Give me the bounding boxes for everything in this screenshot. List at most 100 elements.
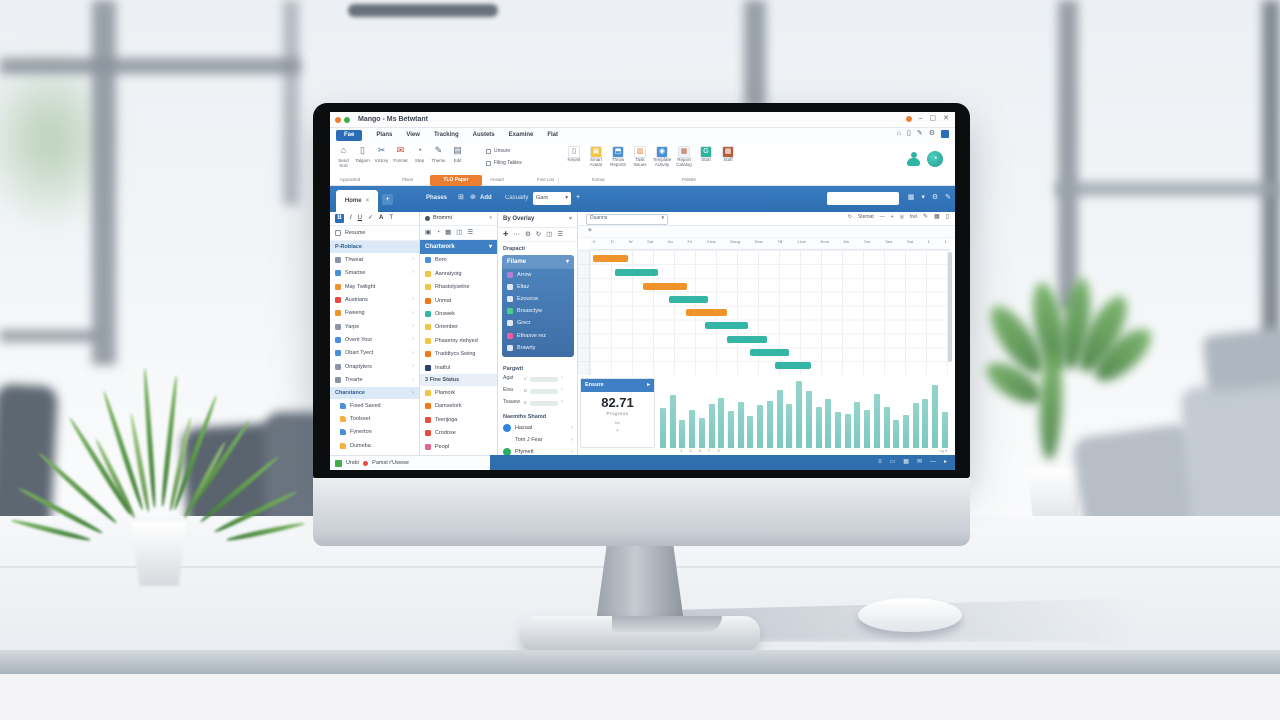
task-item[interactable]: Onswek: [420, 307, 497, 320]
status-item[interactable]: Crodose: [420, 426, 497, 439]
section-header[interactable]: Charstance ›: [330, 386, 419, 399]
checkbox-row[interactable]: Filing Tables: [486, 160, 522, 167]
toolbar-icon[interactable]: ✎: [945, 194, 951, 201]
phase-item[interactable]: Ezourcw: [502, 293, 574, 305]
ribbon-tab[interactable]: Tracking: [433, 132, 459, 139]
histogram-bar[interactable]: [941, 412, 948, 448]
list-tool-icon[interactable]: ◔: [436, 229, 441, 236]
ribbon-command[interactable]: ✉ Format: [391, 145, 410, 169]
phase-item[interactable]: Brawrly: [502, 342, 574, 354]
status-item[interactable]: Plamork: [420, 386, 497, 399]
list-tool-icon[interactable]: ☰: [467, 229, 474, 236]
histogram-bar[interactable]: [708, 404, 715, 448]
histogram-bar[interactable]: [698, 418, 705, 448]
histogram-bar[interactable]: [776, 390, 783, 448]
ribbon-command[interactable]: ▤ Edit: [448, 145, 467, 169]
folder-item[interactable]: Fixed Saved: [330, 399, 419, 412]
status-item[interactable]: Peopl: [420, 440, 497, 453]
phase-item[interactable]: Eltaz: [502, 281, 574, 293]
undo-label[interactable]: Undo: [346, 459, 360, 466]
zoom-out-button[interactable]: —: [879, 213, 885, 220]
gantt-bar[interactable]: [705, 322, 748, 329]
histogram-bar[interactable]: [728, 411, 735, 448]
gantt-bar[interactable]: [686, 309, 727, 316]
ribbon-command[interactable]: ▣ Smart Avatar: [585, 146, 607, 168]
overlay-tool-icon[interactable]: ⋯: [513, 230, 520, 238]
ribbon-command[interactable]: ⬒ Throw Reports: [607, 146, 629, 168]
overlay-tool-icon[interactable]: ✚: [503, 230, 509, 238]
kpi-card-header[interactable]: Ensure ▸: [581, 379, 654, 392]
toolbar-icon[interactable]: ▾: [921, 194, 925, 201]
statusbar-icon[interactable]: ▸: [943, 459, 947, 466]
ribbon-command[interactable]: ▦ Staff: [717, 146, 739, 168]
tree-item[interactable]: Yarpe ›: [330, 320, 419, 333]
phase-item[interactable]: Arrow: [502, 269, 574, 281]
phase-item[interactable]: Grecr: [502, 317, 574, 329]
gantt-tool-icon[interactable]: ▦: [934, 214, 940, 220]
chevron-right-icon[interactable]: ›: [561, 387, 563, 394]
toolbar-icon[interactable]: ⚙: [931, 194, 939, 201]
gantt-tool-icon[interactable]: ▯: [945, 214, 949, 220]
statusbar-icon[interactable]: ▦: [903, 459, 909, 466]
tree-item[interactable]: Smartse ›: [330, 266, 419, 279]
histogram-bar[interactable]: [902, 415, 909, 448]
app-switch-icon[interactable]: [941, 130, 949, 138]
folder-item[interactable]: Toolsset: [330, 412, 419, 425]
histogram-bar[interactable]: [815, 407, 822, 448]
tree-item[interactable]: Obart Tyect ›: [330, 347, 419, 360]
gantt-bar[interactable]: [593, 255, 628, 262]
tree-item[interactable]: Trearte ›: [330, 374, 419, 387]
chevron-right-icon[interactable]: ›: [561, 399, 563, 406]
list-tool-icon[interactable]: ▦: [445, 229, 452, 236]
histogram-bar[interactable]: [883, 407, 890, 448]
new-tab-button[interactable]: +: [382, 194, 393, 205]
person-row[interactable]: Hazaat ›: [498, 422, 578, 434]
histogram-bar[interactable]: [660, 408, 666, 448]
overlay-tool-icon[interactable]: ⚙: [524, 230, 531, 238]
statusbar-icon[interactable]: ≡: [878, 459, 882, 466]
list-tool-icon[interactable]: ▣: [425, 229, 432, 236]
histogram-bar[interactable]: [893, 420, 900, 448]
histogram-bar[interactable]: [932, 385, 939, 448]
gantt-bar[interactable]: [750, 349, 789, 356]
ribbon-command[interactable]: ▯ Talgum: [353, 145, 372, 169]
phases-label[interactable]: Phases: [426, 195, 448, 201]
person-row[interactable]: Tom J Fear ›: [498, 434, 578, 446]
toolbar-icon[interactable]: ▦: [907, 194, 915, 201]
add-view-icon[interactable]: +: [576, 194, 581, 201]
histogram-bar[interactable]: [766, 401, 773, 448]
overlay-tool-icon[interactable]: ↻: [535, 230, 542, 238]
target-icon[interactable]: ◎: [899, 213, 905, 220]
histogram-bar[interactable]: [805, 391, 812, 448]
tree-item[interactable]: Onaptyters ›: [330, 360, 419, 373]
notification-dot-icon[interactable]: [905, 115, 912, 122]
histogram-bar[interactable]: [669, 395, 676, 448]
list-tool-icon[interactable]: ◫: [456, 229, 463, 236]
quick-icon[interactable]: ▯: [906, 130, 911, 138]
task-item[interactable]: Inatful: [420, 361, 497, 374]
play-icon[interactable]: ▸: [647, 382, 650, 389]
gantt-view-dropdown[interactable]: Duanns ▾: [586, 213, 668, 225]
ribbon-command[interactable]: ◉ Template Activity: [651, 146, 673, 168]
histogram-bar[interactable]: [844, 414, 851, 448]
histogram-bar[interactable]: [718, 398, 725, 448]
ribbon-command[interactable]: ▯ Keyart: [563, 146, 585, 168]
tree-item[interactable]: Ovent Your ›: [330, 333, 419, 346]
task-item[interactable]: Aanratyotg: [420, 267, 497, 280]
quick-icon[interactable]: ✎: [916, 130, 923, 138]
undo-icon[interactable]: [335, 459, 342, 467]
ribbon-command[interactable]: ▦ Report Catalog: [673, 146, 695, 168]
document-tab[interactable]: Home ×: [336, 190, 378, 212]
statusbar-icon[interactable]: —: [929, 459, 936, 466]
histogram-bar[interactable]: [796, 381, 803, 448]
task-item[interactable]: Traddtycs Swing: [420, 347, 497, 360]
add-label[interactable]: Add: [480, 195, 492, 201]
histogram-bar[interactable]: [757, 405, 764, 448]
italic-icon[interactable]: I: [350, 215, 352, 222]
checkbox-row[interactable]: Unsure: [486, 148, 522, 155]
bold-icon[interactable]: B: [335, 214, 344, 223]
record-icon[interactable]: [363, 460, 369, 466]
task-item[interactable]: Born: [420, 254, 497, 267]
text-icon[interactable]: T: [389, 215, 394, 222]
list-header[interactable]: Chartwork ▾: [420, 240, 497, 254]
